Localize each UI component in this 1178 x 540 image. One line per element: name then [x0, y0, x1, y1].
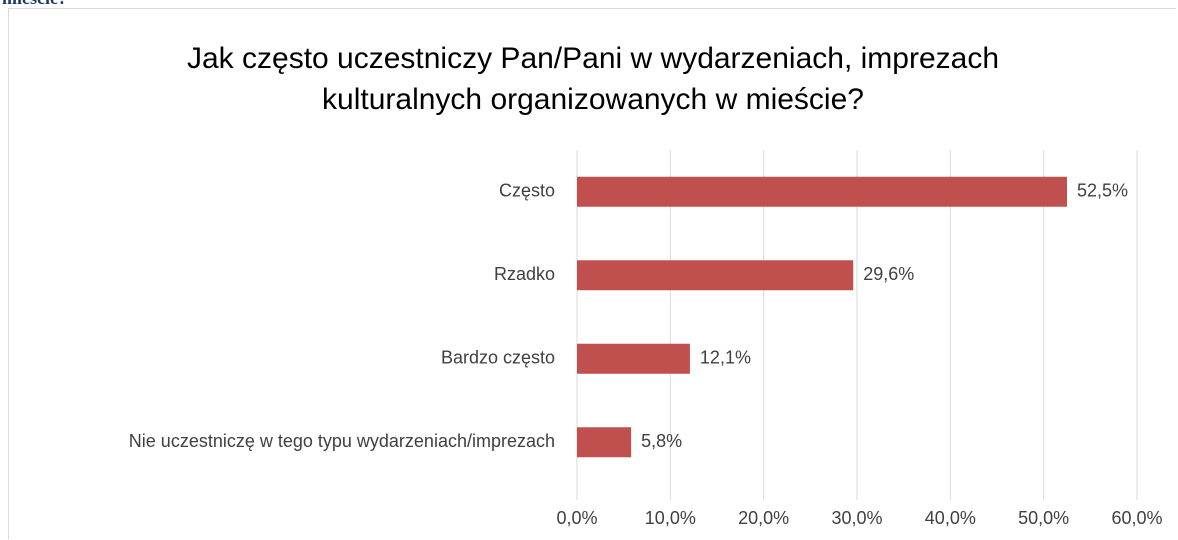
category-label: Nie uczestniczę w tego typu wydarzeniach…	[129, 431, 555, 451]
x-tick-label: 0,0%	[556, 508, 597, 528]
chart-title: Jak często uczestniczy Pan/Pani w wydarz…	[186, 42, 1000, 116]
heading-fragment: mieście?	[2, 0, 67, 9]
x-tick-label: 50,0%	[1018, 508, 1069, 528]
category-label: Bardzo często	[441, 348, 555, 368]
chart-frame	[8, 8, 1176, 539]
bar	[577, 176, 1067, 207]
x-tick-label: 40,0%	[925, 508, 976, 528]
bar	[577, 343, 690, 374]
category-label: Rzadko	[494, 264, 555, 284]
x-tick-label: 60,0%	[1111, 508, 1162, 528]
value-label: 52,5%	[1077, 181, 1128, 201]
x-tick-label: 10,0%	[645, 508, 696, 528]
category-label: Często	[499, 181, 555, 201]
bar	[577, 260, 854, 291]
value-label: 5,8%	[641, 431, 682, 451]
x-tick-label: 30,0%	[831, 508, 882, 528]
value-label: 29,6%	[863, 264, 914, 284]
value-label: 12,1%	[700, 348, 751, 368]
x-tick-label: 20,0%	[738, 508, 789, 528]
bar	[577, 427, 632, 458]
